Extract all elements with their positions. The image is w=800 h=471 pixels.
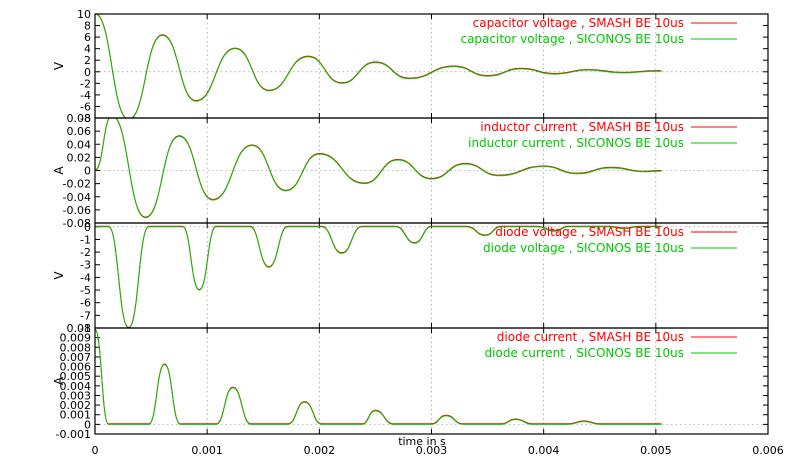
- legend-label: diode voltage , SICONOS BE 10us: [483, 241, 684, 255]
- series-line-siconos: [95, 14, 662, 118]
- y-tick-label: -5: [80, 284, 91, 297]
- y-tick-label: 4: [84, 43, 91, 56]
- legend-label: capacitor voltage , SMASH BE 10us: [473, 16, 684, 30]
- x-tick-label: 0.004: [528, 444, 560, 457]
- legend-label: inductor current , SMASH BE 10us: [480, 120, 684, 134]
- y-tick-label: 0: [84, 221, 91, 234]
- y-tick-label: 0.04: [67, 138, 92, 151]
- y-tick-label: 0.008: [60, 341, 92, 354]
- y-tick-label: -4: [80, 89, 91, 102]
- y-tick-label: -6: [80, 297, 91, 310]
- x-tick-label: 0.003: [416, 444, 448, 457]
- y-axis-label: A: [52, 376, 66, 385]
- legend-label: inductor current , SICONOS BE 10us: [468, 136, 684, 150]
- series-line-siconos: [95, 329, 662, 425]
- panel-frame: [94, 327, 769, 435]
- y-axis-label: V: [52, 271, 66, 280]
- y-tick-label: -0.001: [56, 428, 91, 441]
- y-tick-label: -3: [80, 259, 91, 272]
- y-tick-label: -0.02: [63, 178, 91, 191]
- y-tick-label: -0.04: [63, 191, 91, 204]
- x-tick-label: 0.002: [304, 444, 336, 457]
- x-tick-label: 0.005: [640, 444, 672, 457]
- y-tick-label: 0.01: [67, 322, 92, 335]
- y-axis-label: V: [52, 61, 66, 70]
- y-tick-label: -0.06: [63, 204, 91, 217]
- y-tick-label: -2: [80, 246, 91, 259]
- panel-diode-current: -0.00100.0010.0020.0030.0040.0050.0060.0…: [52, 322, 769, 441]
- y-tick-label: 0: [84, 165, 91, 178]
- y-tick-label: 0.007: [60, 351, 92, 364]
- legend-label: diode voltage , SMASH BE 10us: [495, 225, 684, 239]
- legend-label: capacitor voltage , SICONOS BE 10us: [460, 32, 684, 46]
- x-tick-label: 0: [92, 444, 99, 457]
- y-tick-label: 2: [84, 54, 91, 67]
- y-tick-label: 0.08: [67, 112, 92, 125]
- x-tick-label: 0.006: [752, 444, 784, 457]
- y-axis-label: A: [52, 166, 66, 175]
- x-tick-label: 0.001: [191, 444, 223, 457]
- series-line-smash: [95, 225, 662, 328]
- y-tick-label: -8: [80, 322, 91, 335]
- x-axis: 0 0.001 0.002 0.003 0.004 0.005 0.006: [92, 444, 784, 457]
- y-tick-label: -8: [80, 112, 91, 125]
- y-tick-label: 0.001: [60, 409, 92, 422]
- y-tick-label: 0.006: [60, 361, 92, 374]
- legend-label: diode current , SICONOS BE 10us: [485, 346, 684, 360]
- y-tick-label: -7: [80, 309, 91, 322]
- y-tick-label: 0.004: [60, 380, 92, 393]
- y-tick-label: 0.002: [60, 399, 92, 412]
- y-tick-label: 6: [84, 31, 91, 44]
- y-tick-label: 0.009: [60, 332, 92, 345]
- y-tick-label: 0.06: [67, 125, 92, 138]
- y-tick-label: -2: [80, 77, 91, 90]
- y-tick-label: -1: [80, 233, 91, 246]
- series-line-siconos: [95, 118, 662, 219]
- y-tick-label: 10: [77, 8, 91, 21]
- legend-label: diode current , SMASH BE 10us: [497, 330, 684, 344]
- y-tick-label: 8: [84, 20, 91, 33]
- y-tick-label: 0.003: [60, 389, 92, 402]
- y-tick-label: 0.02: [67, 151, 92, 164]
- y-tick-label: -0.08: [63, 217, 91, 230]
- x-axis-label: time in s: [398, 435, 446, 448]
- y-tick-label: -4: [80, 271, 91, 284]
- y-tick-label: -6: [80, 100, 91, 113]
- y-tick-label: 0: [84, 418, 91, 431]
- y-tick-label: 0: [84, 66, 91, 79]
- series-line-siconos: [95, 226, 662, 328]
- y-tick-label: 0.005: [60, 370, 92, 383]
